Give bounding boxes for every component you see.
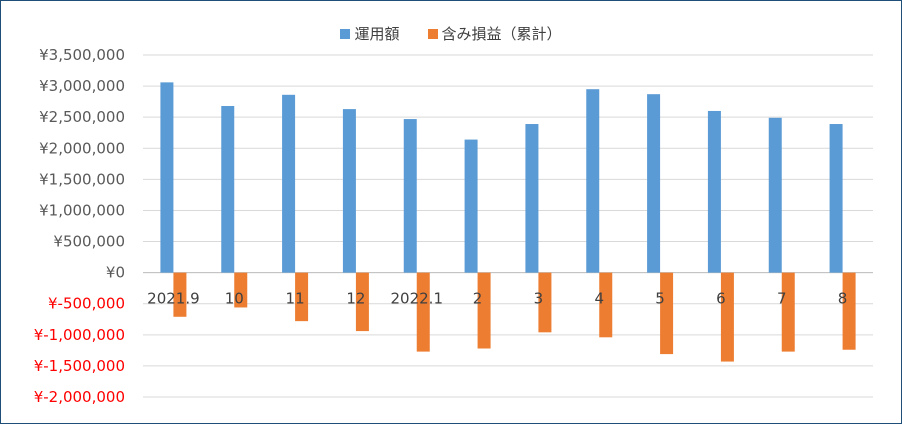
legend-label-series-0: 運用額	[354, 25, 400, 43]
bar-series-1	[660, 272, 674, 355]
bar-series-1	[173, 272, 187, 317]
bar-series-0	[647, 94, 661, 273]
bar-series-0	[160, 82, 174, 273]
bar-series-1	[538, 272, 552, 333]
y-tick-label: ¥-1,500,000	[34, 357, 125, 375]
bar-series-1	[295, 272, 309, 322]
bar-series-1	[781, 272, 795, 352]
y-tick-label: ¥-2,000,000	[34, 388, 125, 406]
x-tick-label: 2021.9	[147, 290, 200, 308]
bar-series-1	[477, 272, 491, 349]
legend-item-series-1: 含み損益（累計）	[427, 23, 562, 44]
y-tick-label: ¥500,000	[53, 233, 125, 251]
x-tick-label: 2022.1	[391, 290, 444, 308]
bar-series-0	[221, 105, 235, 273]
x-tick-label: 12	[346, 290, 365, 308]
y-tick-label: ¥3,000,000	[39, 77, 125, 95]
legend-swatch-series-1	[427, 28, 438, 39]
legend-label-series-1: 含み損益（累計）	[441, 25, 562, 43]
y-tick-label: ¥-500,000	[48, 295, 125, 313]
bar-series-0	[403, 119, 417, 273]
y-tick-label: ¥2,000,000	[39, 139, 125, 157]
x-tick-label: 2	[473, 290, 483, 308]
bar-series-0	[707, 110, 721, 273]
bar-series-0	[282, 94, 296, 273]
legend-item-series-0: 運用額	[340, 23, 400, 44]
bar-series-0	[768, 117, 782, 273]
y-tick-label: ¥2,500,000	[39, 108, 125, 126]
y-tick-label: ¥3,500,000	[39, 46, 125, 64]
y-tick-label: ¥1,500,000	[39, 170, 125, 188]
bar-series-0	[829, 124, 843, 273]
x-tick-label: 5	[655, 290, 665, 308]
legend-swatch-series-0	[340, 28, 351, 39]
x-tick-label: 7	[777, 290, 787, 308]
bar-series-0	[342, 109, 356, 273]
x-tick-label: 4	[594, 290, 604, 308]
bar-series-1	[720, 272, 734, 362]
x-tick-label: 6	[716, 290, 726, 308]
y-tick-label: ¥0	[106, 264, 125, 282]
x-tick-label: 8	[838, 290, 848, 308]
bar-series-0	[586, 89, 600, 273]
bar-series-0	[525, 124, 539, 273]
bar-series-1	[355, 272, 369, 332]
bar-series-1	[842, 272, 856, 350]
y-tick-label: ¥1,000,000	[39, 201, 125, 219]
legend: 運用額 含み損益（累計）	[1, 23, 901, 44]
x-tick-label: 10	[225, 290, 244, 308]
y-tick-label: ¥-1,000,000	[34, 326, 125, 344]
bar-series-1	[234, 272, 248, 308]
bar-series-0	[464, 139, 478, 273]
x-tick-label: 11	[286, 290, 305, 308]
bar-series-1	[416, 272, 430, 352]
bar-series-1	[599, 272, 613, 338]
x-tick-label: 3	[534, 290, 544, 308]
